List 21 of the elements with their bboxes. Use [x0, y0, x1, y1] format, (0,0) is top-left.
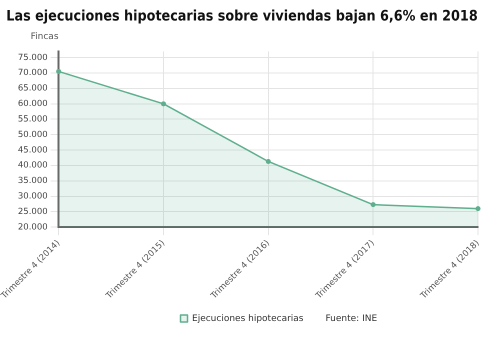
y-tick-label: 25.000 [18, 206, 48, 217]
y-tick-label: 30.000 [18, 192, 48, 202]
y-tick-label: 40.000 [18, 160, 48, 171]
y-tick-label: 35.000 [18, 176, 48, 186]
point [56, 68, 62, 74]
y-tick-label: 60.000 [18, 99, 48, 110]
y-tick-label: 55.000 [18, 114, 48, 124]
chart-title: Las ejecuciones hipotecarias sobre viviendas bajan 6,6% en 2018 [6, 8, 478, 25]
y-axis-title: Fincas [30, 32, 59, 42]
y-tick-label: 20.000 [18, 222, 48, 232]
y-tick-label: 70.000 [18, 68, 48, 78]
y-tick-label: 45.000 [18, 145, 48, 156]
y-tick-label: 75.000 [18, 52, 48, 63]
point [370, 202, 376, 208]
y-tick-label: 50.000 [18, 130, 48, 140]
point [476, 206, 480, 212]
point [160, 101, 166, 106]
source-note: Fuente: INE [325, 314, 378, 324]
y-tick-label: 65.000 [18, 84, 48, 94]
legend-label: Ejecuciones hipotecarias [192, 314, 304, 324]
point [266, 158, 271, 164]
